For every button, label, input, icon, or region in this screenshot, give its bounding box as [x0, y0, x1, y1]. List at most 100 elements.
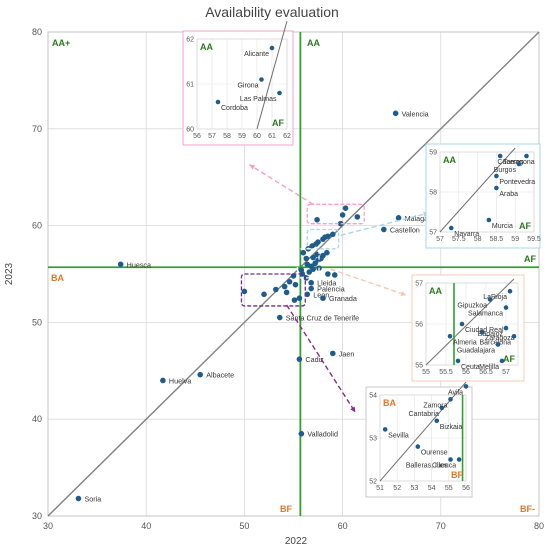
point-label: Huesca — [127, 260, 151, 269]
inset-quadrant-label: AF — [503, 354, 515, 364]
inset-data-point — [516, 161, 522, 167]
data-point — [381, 226, 387, 233]
inset-point-label: Pontevedra — [499, 179, 535, 186]
data-point — [392, 110, 399, 117]
inset-data-point — [503, 305, 509, 310]
inset-bottom: 51 52 53 54 55 56525354BABFAvilaCantabriaZamo… — [365, 381, 473, 498]
point-label: Granada — [329, 294, 357, 303]
data-point — [342, 205, 349, 211]
data-point — [292, 281, 299, 288]
data-point — [315, 239, 321, 245]
data-point — [304, 261, 311, 268]
inset-point-label: Girona — [237, 83, 258, 90]
inset-point-label: Ciudad Real — [465, 327, 504, 334]
inset-data-point — [487, 297, 493, 302]
inset-x-tick-label: 59 — [511, 236, 519, 243]
data-point — [322, 234, 328, 241]
point-label: Lleida — [317, 279, 336, 288]
inset-data-point — [497, 153, 503, 159]
inset-point-label: Almeria — [453, 339, 477, 346]
inset-point-label: Bizkaia — [440, 424, 463, 431]
point-label: Castellon — [390, 225, 420, 234]
cluster-highlight-box — [306, 228, 340, 250]
inset-data-point — [455, 358, 461, 364]
inset-x-tick-label: 57 — [436, 236, 444, 243]
zoom-highlights — [240, 164, 430, 413]
inset-frame — [425, 143, 541, 249]
inset-point-label: Salamanca — [468, 311, 503, 318]
quadrant-label: BF- — [520, 504, 535, 514]
zoom-arrow — [286, 304, 356, 413]
chart-title: Availability evaluation — [205, 4, 339, 20]
point-label: Valladolid — [307, 430, 338, 439]
inset-y-tick-label: 53 — [369, 436, 377, 443]
inset-y-tick-label: 54 — [369, 393, 377, 400]
point-label: Huelva — [169, 376, 191, 385]
inset-data-point — [434, 418, 440, 424]
inset-quadrant-label: AF — [519, 221, 531, 231]
data-point — [337, 220, 344, 227]
inset-top: 56 57 58 59 60 61 62 60 61 62 AA AF Alicante Girona La… — [182, 20, 294, 146]
inset-diagonal-line — [439, 147, 516, 233]
inset-data-point — [215, 99, 221, 105]
x-tick-label: 80 — [534, 521, 544, 531]
inset-plot-frame — [379, 394, 467, 482]
y-tick-label: 50 — [32, 317, 42, 327]
data-point — [75, 495, 82, 502]
inset-point-label: Zamora — [423, 402, 447, 409]
data-point — [303, 255, 310, 262]
inset-point-label: Cordoba — [221, 105, 248, 112]
point-label: Palencia — [317, 285, 345, 294]
point-label: Jaen — [339, 349, 355, 358]
inset-data-point — [382, 427, 388, 432]
inset-point-label: Caceres — [497, 159, 524, 166]
inset-y-tick-label: 55 — [415, 363, 423, 370]
inset-point-label: LaRioja — [483, 294, 507, 301]
inset-diagonal-line — [256, 20, 288, 130]
inset-y-tick-label: 60 — [186, 127, 194, 134]
data-point — [261, 291, 267, 298]
data-point — [331, 272, 338, 278]
inset-data-point — [499, 358, 505, 364]
inset-point-label: Gipuzkoa — [457, 302, 487, 309]
y-tick-label: 40 — [32, 414, 42, 424]
data-point — [281, 283, 288, 290]
point-label: Malaga — [405, 214, 429, 223]
data-point — [329, 350, 336, 357]
inset-quadrant-label: AA — [443, 155, 456, 165]
inset-x-tick-label: 57.5 — [452, 236, 466, 243]
data-point — [291, 297, 298, 303]
data-point — [160, 377, 166, 384]
inset-x-tick-label: 61 — [268, 133, 276, 140]
x-tick-label: 60 — [338, 521, 348, 531]
inset-x-tick-label: 55.5 — [439, 369, 453, 376]
zoom-arrow-head — [249, 164, 256, 170]
inset-x-tick-label: 55 — [422, 369, 430, 376]
inset-data-point — [524, 153, 529, 159]
inset-quadrant-label: AA — [200, 42, 213, 52]
x-tick-label: 50 — [239, 521, 249, 531]
data-point — [117, 261, 124, 268]
quadrant-label: AF — [524, 254, 536, 264]
y-tick-label: 70 — [32, 124, 42, 134]
data-point — [339, 212, 346, 218]
inset-x-tick-label: 58 — [223, 133, 231, 140]
inset-data-point — [439, 405, 445, 411]
zoom-arrow — [340, 212, 430, 236]
data-point — [314, 216, 320, 223]
data-point — [296, 356, 303, 362]
inset-y-tick-label: 62 — [186, 37, 194, 44]
inset-point-label: Navarra — [454, 231, 479, 238]
cluster-highlight-box — [296, 248, 320, 279]
inset-data-point — [448, 457, 453, 462]
inset-data-point — [503, 325, 509, 331]
data-point — [197, 371, 204, 378]
point-label: Leon — [313, 290, 329, 299]
inset-frame — [182, 30, 294, 146]
inset-right-top: 5757.55858.55959.5575859AAAFTarragonaCac… — [425, 143, 541, 249]
inset-point-label: Cuenca — [432, 463, 456, 470]
data-points: Valencia Huesca Malaga Castellon LleidaPalen… — [75, 109, 429, 504]
x-tick-label: 70 — [436, 521, 446, 531]
x-axis-label: 2022 — [285, 536, 308, 547]
